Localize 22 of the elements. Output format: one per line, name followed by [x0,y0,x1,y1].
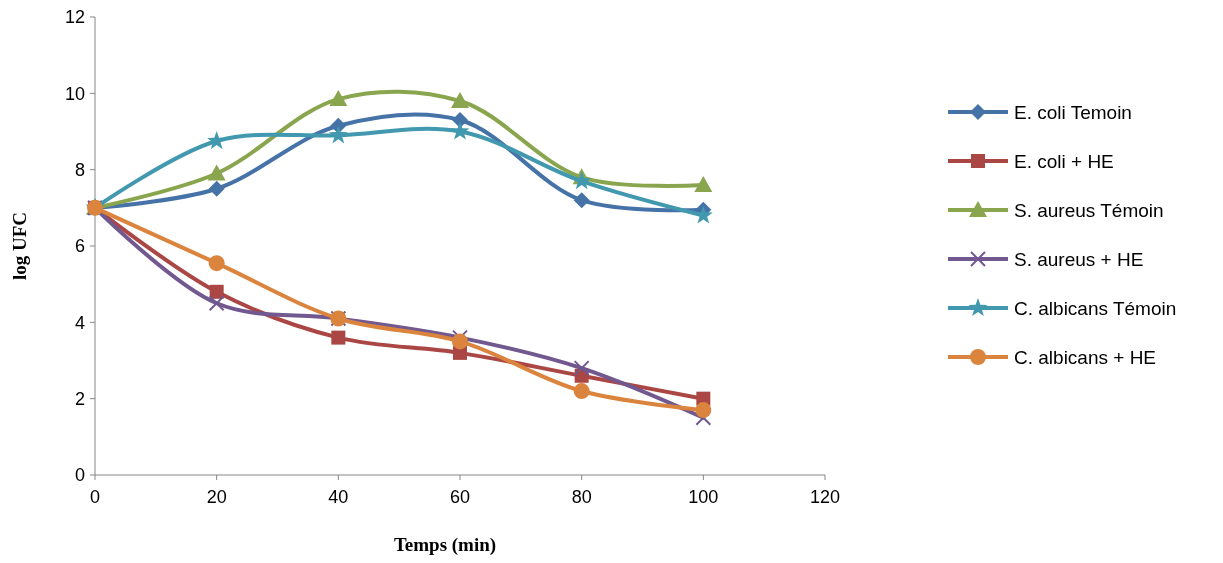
x-tick-label: 40 [328,487,349,507]
y-tick-label: 12 [64,7,85,28]
y-tick-label: 6 [74,236,85,257]
legend-label: S. aureus + HE [1014,248,1144,270]
y-tick-label: 10 [64,83,85,104]
x-axis-title: Temps (min) [393,534,497,556]
legend-label: E. coli Temoin [1014,101,1132,123]
y-tick-label: 8 [74,159,85,180]
legend-label: C. albicans + HE [1014,346,1157,368]
x-tick-label: 120 [809,487,841,507]
x-tick-label: 60 [449,487,471,507]
y-tick-label: 4 [74,312,85,333]
y-axis-title: log UFC [9,211,30,281]
legend-label: S. aureus Témoin [1014,199,1164,221]
x-tick-label: 100 [688,487,719,507]
legend-label: E. coli + HE [1014,150,1114,172]
x-tick-label: 80 [571,487,592,507]
legend-label: C. albicans Témoin [1014,297,1177,319]
y-tick-label: 2 [74,388,85,409]
y-tick-label: 0 [74,465,85,486]
x-tick-label: 20 [206,487,227,507]
x-tick-label: 0 [89,487,101,507]
